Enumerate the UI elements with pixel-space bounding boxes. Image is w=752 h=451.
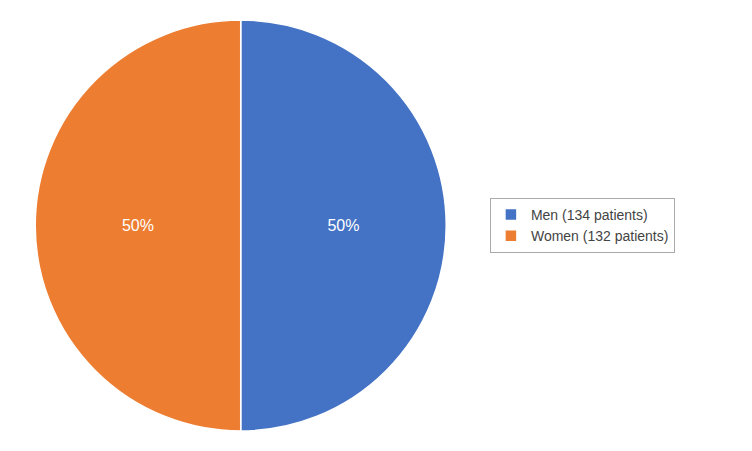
svg-text:Men (134 patients): Men (134 patients) xyxy=(531,207,648,223)
svg-text:50%: 50% xyxy=(122,217,154,234)
svg-text:Women (132 patients): Women (132 patients) xyxy=(531,228,668,244)
svg-text:50%: 50% xyxy=(327,217,359,234)
